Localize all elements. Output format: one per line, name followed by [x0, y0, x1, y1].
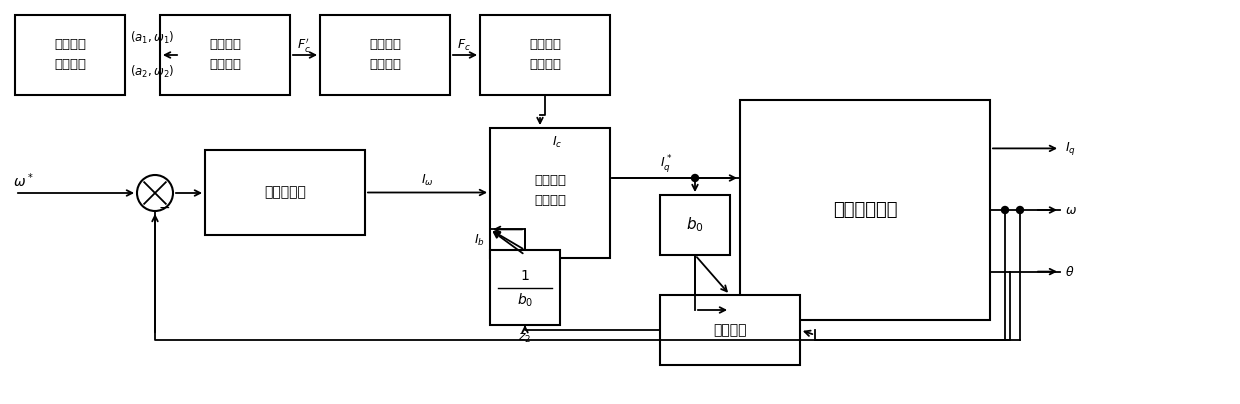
- Text: $I_q$: $I_q$: [1065, 140, 1076, 157]
- Text: $b_0$: $b_0$: [517, 292, 533, 309]
- Text: $\theta$: $\theta$: [1065, 265, 1074, 279]
- Text: $F_c$: $F_c$: [458, 38, 471, 53]
- Text: $I_c$: $I_c$: [552, 135, 563, 149]
- Bar: [480, 15, 610, 95]
- Text: 速度控制器: 速度控制器: [264, 185, 306, 200]
- Text: 库伦模型: 库伦模型: [210, 38, 241, 51]
- Text: $I_b$: $I_b$: [474, 232, 485, 248]
- Bar: [320, 15, 450, 95]
- Text: 规划单元: 规划单元: [55, 59, 86, 72]
- Bar: [490, 128, 610, 258]
- Text: 速度指令: 速度指令: [55, 38, 86, 51]
- Text: $(a_1,\omega_1)$: $(a_1,\omega_1)$: [130, 30, 175, 46]
- Text: $-$: $-$: [157, 200, 170, 214]
- Circle shape: [1017, 206, 1023, 213]
- Text: $I_\omega$: $I_\omega$: [422, 173, 434, 188]
- Text: $b_0$: $b_0$: [686, 216, 704, 234]
- Text: 测试单元: 测试单元: [210, 59, 241, 72]
- Text: $\omega$: $\omega$: [1065, 204, 1076, 217]
- Bar: [490, 250, 560, 325]
- Text: $(a_2,\omega_2)$: $(a_2,\omega_2)$: [130, 64, 175, 80]
- Text: 广义伺服对象: 广义伺服对象: [833, 201, 898, 219]
- Bar: [660, 295, 800, 365]
- Bar: [740, 100, 990, 320]
- Bar: [15, 15, 125, 95]
- Text: 库伦模型: 库伦模型: [370, 38, 401, 51]
- Bar: [160, 15, 290, 95]
- Text: $F_c'$: $F_c'$: [298, 36, 311, 54]
- Circle shape: [1002, 206, 1008, 213]
- Bar: [205, 150, 365, 235]
- Bar: [660, 195, 730, 255]
- Text: 补偿单元: 补偿单元: [713, 323, 746, 337]
- Text: $\omega^*$: $\omega^*$: [12, 172, 33, 190]
- Text: 生成单元: 生成单元: [534, 194, 565, 208]
- Text: 辨识单元: 辨识单元: [370, 59, 401, 72]
- Text: $1$: $1$: [521, 269, 529, 282]
- Text: $z_2$: $z_2$: [518, 331, 532, 345]
- Circle shape: [692, 175, 698, 181]
- Text: 前馈单元: 前馈单元: [529, 59, 560, 72]
- Text: 电流指令: 电流指令: [534, 175, 565, 187]
- Text: $I_q^*$: $I_q^*$: [660, 153, 672, 175]
- Text: 库伦模型: 库伦模型: [529, 38, 560, 51]
